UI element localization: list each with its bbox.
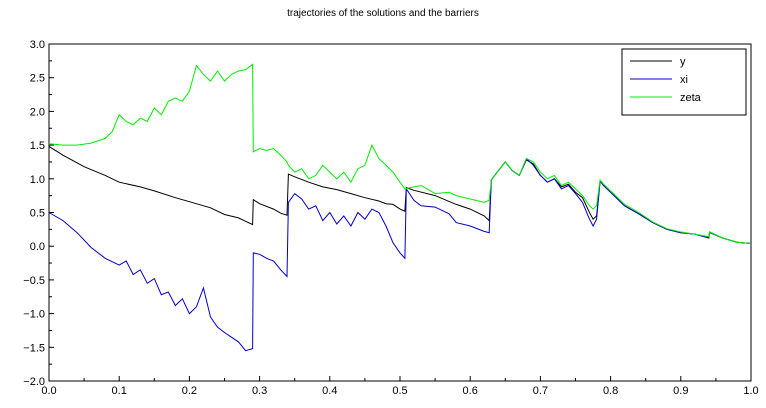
x-tick-label: 0.2 <box>182 385 197 397</box>
series-layer <box>48 63 752 352</box>
x-tick-label: 0.8 <box>603 385 618 397</box>
legend-label-y: y <box>680 56 686 68</box>
legend-box <box>621 48 747 116</box>
y-tick-label: −0.5 <box>23 275 45 287</box>
y-tick-label: −1.5 <box>23 342 45 354</box>
x-tick-label: 0.5 <box>392 385 407 397</box>
series-line-xi <box>48 157 752 352</box>
series-line-y <box>48 145 752 244</box>
y-tick-label: 2.0 <box>30 106 45 118</box>
y-tick-label: 3.0 <box>30 39 45 51</box>
x-tick-label: 0.3 <box>252 385 267 397</box>
chart-legend: y xi zeta <box>621 48 747 116</box>
chart-title: trajectories of the solutions and the ba… <box>287 8 479 19</box>
legend-label-xi: xi <box>680 74 688 86</box>
y-tick-label: 0.5 <box>30 208 45 220</box>
x-tick-label: 0.0 <box>41 385 56 397</box>
legend-label-zeta: zeta <box>680 92 702 104</box>
y-tick-label: −2.0 <box>23 376 45 388</box>
axis-ticks: 0.0 0.1 0.2 0.3 0.4 0.5 0.6 0.7 0.8 0.9 1.0 3.0 2.5 2… <box>23 39 758 397</box>
x-tick-label: 0.6 <box>463 385 478 397</box>
series-line-zeta <box>48 63 752 244</box>
x-tick-label: 0.9 <box>673 385 688 397</box>
y-tick-label: 0.0 <box>30 241 45 253</box>
x-tick-label: 0.4 <box>322 385 337 397</box>
x-tick-label: 0.1 <box>112 385 127 397</box>
y-tick-label: 1.5 <box>30 140 45 152</box>
y-tick-label: 2.5 <box>30 73 45 85</box>
x-tick-label: 0.7 <box>533 385 548 397</box>
y-tick-label: 1.0 <box>30 174 45 186</box>
y-tick-label: −1.0 <box>23 309 45 321</box>
x-tick-label: 1.0 <box>743 385 758 397</box>
